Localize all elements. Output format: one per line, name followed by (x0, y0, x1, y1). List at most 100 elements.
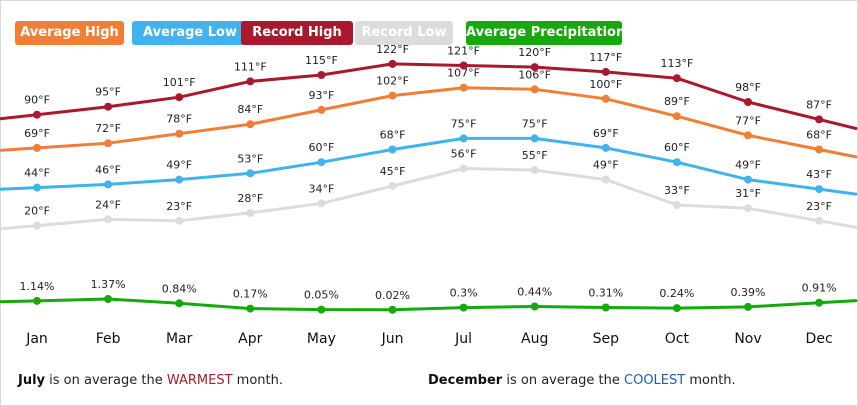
average-low-point-jun[interactable] (388, 145, 397, 154)
x-tick-aug: Aug (521, 331, 549, 347)
record-low-label-sep: 49°F (593, 159, 619, 172)
average-low-point-oct[interactable] (672, 158, 681, 167)
average-precipitation-line (0, 297, 858, 312)
average-high-point-jul[interactable] (459, 83, 468, 92)
average-high-point-jan[interactable] (33, 143, 41, 152)
average-low-line (0, 136, 858, 196)
average-low-point-sep[interactable] (601, 143, 610, 152)
series-record-low: 20°F 24°F 23°F 28°F 34°F 45°F 56°F 55°F 49°F 33°F… (0, 148, 858, 231)
average-high-label-jun: 102°F (376, 75, 409, 88)
average-low-point-apr[interactable] (246, 169, 255, 178)
record-low-point-nov[interactable] (744, 204, 752, 213)
average-precipitation-point-mar[interactable] (175, 299, 184, 308)
record-high-point-oct[interactable] (672, 74, 681, 83)
record-high-label-may: 115°F (305, 54, 338, 67)
average-precipitation-point-jun[interactable] (388, 305, 397, 314)
average-high-point-nov[interactable] (744, 131, 752, 140)
legend-record-low-button[interactable]: Record Low (355, 21, 453, 45)
record-low-point-sep[interactable] (601, 175, 610, 184)
average-high-label-jul: 107°F (447, 67, 480, 80)
record-low-point-aug[interactable] (530, 166, 539, 175)
record-high-point-sep[interactable] (601, 67, 610, 76)
average-low-label-feb: 46°F (95, 163, 121, 176)
record-low-point-jan[interactable] (33, 221, 41, 230)
warmest-keyword: WARMEST (166, 373, 233, 388)
legend-record-high-button[interactable]: Record High (241, 21, 353, 45)
x-tick-oct: Oct (664, 331, 689, 347)
record-low-point-jul[interactable] (459, 164, 468, 173)
average-precipitation-point-sep[interactable] (601, 303, 610, 312)
record-high-point-feb[interactable] (104, 102, 113, 111)
average-low-label-apr: 53°F (237, 152, 263, 165)
record-high-label-nov: 98°F (735, 81, 761, 94)
average-precipitation-label-jun: 0.02% (375, 289, 410, 302)
x-tick-dec: Dec (805, 331, 833, 347)
average-low-point-jan[interactable] (33, 183, 41, 192)
record-high-label-aug: 120°F (518, 46, 551, 59)
x-tick-jul: Jul (455, 331, 473, 347)
average-precipitation-point-jul[interactable] (459, 303, 468, 312)
record-high-point-mar[interactable] (175, 93, 184, 102)
x-tick-nov: Nov (734, 331, 762, 347)
record-low-label-aug: 55°F (522, 149, 548, 162)
average-high-label-sep: 100°F (589, 78, 622, 91)
average-low-label-dec: 43°F (806, 168, 832, 181)
record-low-point-jun[interactable] (388, 182, 397, 190)
record-low-point-oct[interactable] (672, 201, 681, 209)
average-high-point-jun[interactable] (388, 91, 397, 100)
average-precipitation-point-dec[interactable] (815, 298, 824, 307)
x-tick-may: May (306, 331, 336, 347)
average-low-point-jul[interactable] (459, 134, 468, 143)
average-low-point-aug[interactable] (530, 134, 539, 143)
average-low-point-mar[interactable] (175, 175, 184, 184)
average-low-label-jan: 44°F (24, 167, 50, 180)
average-high-point-may[interactable] (317, 105, 326, 114)
average-precipitation-label-sep: 0.31% (588, 287, 623, 300)
average-low-point-may[interactable] (317, 158, 326, 167)
record-low-label-may: 34°F (308, 182, 334, 195)
average-high-point-apr[interactable] (246, 120, 255, 129)
legend-average-high-button[interactable]: Average High (15, 21, 124, 45)
average-precipitation-point-may[interactable] (317, 305, 326, 314)
record-high-label-apr: 111°F (234, 60, 267, 73)
record-low-label-jan: 20°F (24, 205, 50, 218)
coolest-note-tail: month. (685, 373, 736, 388)
record-low-point-feb[interactable] (104, 215, 113, 224)
record-low-point-mar[interactable] (175, 216, 184, 225)
legend-average-low-button[interactable]: Average Low (132, 21, 248, 45)
average-precipitation-point-feb[interactable] (104, 295, 113, 303)
record-low-point-dec[interactable] (815, 216, 824, 225)
average-high-label-nov: 77°F (735, 114, 761, 127)
record-high-point-jan[interactable] (33, 110, 41, 119)
record-high-point-apr[interactable] (246, 77, 255, 86)
x-tick-mar: Mar (165, 331, 193, 347)
record-low-point-apr[interactable] (246, 208, 255, 217)
record-high-point-may[interactable] (317, 71, 326, 79)
record-high-point-jul[interactable] (459, 61, 468, 70)
average-high-point-aug[interactable] (530, 85, 539, 94)
record-high-point-jun[interactable] (388, 59, 397, 68)
record-high-point-dec[interactable] (815, 115, 824, 124)
record-low-point-may[interactable] (317, 199, 326, 208)
average-precipitation-point-aug[interactable] (530, 302, 539, 311)
average-low-point-dec[interactable] (815, 185, 824, 194)
average-precipitation-point-nov[interactable] (744, 302, 752, 311)
record-high-point-aug[interactable] (530, 63, 539, 72)
record-high-label-feb: 95°F (95, 86, 121, 99)
average-precipitation-point-oct[interactable] (672, 304, 681, 313)
average-high-point-mar[interactable] (175, 129, 184, 138)
average-low-point-feb[interactable] (104, 180, 113, 189)
average-low-point-nov[interactable] (744, 175, 752, 184)
legend-average-precipitation-button[interactable]: Average Precipitation (466, 21, 625, 45)
average-low-label-jul: 75°F (451, 117, 477, 130)
record-high-point-nov[interactable] (744, 98, 752, 106)
average-high-point-dec[interactable] (815, 145, 824, 154)
average-high-point-oct[interactable] (672, 112, 681, 121)
average-high-point-feb[interactable] (104, 139, 113, 148)
average-high-point-sep[interactable] (601, 94, 610, 103)
average-precipitation-point-apr[interactable] (246, 304, 255, 313)
average-precipitation-point-jan[interactable] (33, 296, 41, 305)
record-high-label-jul: 121°F (447, 45, 480, 58)
average-high-label-oct: 89°F (664, 95, 690, 108)
